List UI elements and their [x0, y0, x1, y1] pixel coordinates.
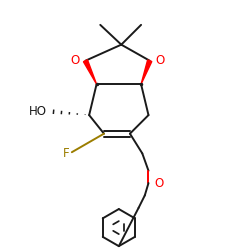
Text: O: O [70, 54, 80, 67]
Text: F: F [63, 147, 69, 160]
Text: HO: HO [29, 105, 47, 118]
Text: O: O [156, 54, 165, 67]
Polygon shape [84, 60, 96, 84]
Polygon shape [141, 60, 152, 84]
Text: O: O [154, 176, 164, 190]
